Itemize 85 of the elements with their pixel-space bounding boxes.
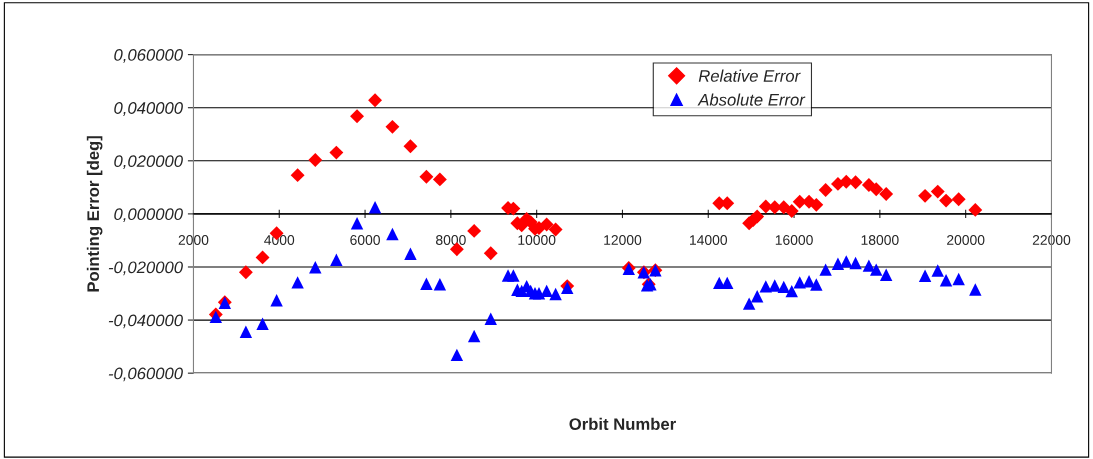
point xyxy=(968,202,983,217)
legend-label: Relative Error xyxy=(698,69,801,82)
point xyxy=(539,217,554,232)
x-tick-label: 6000 xyxy=(350,235,380,245)
point xyxy=(507,269,520,282)
point xyxy=(721,276,734,290)
point xyxy=(548,222,563,237)
point xyxy=(918,269,932,282)
x-tick-label: 10000 xyxy=(518,235,556,245)
point xyxy=(777,280,790,294)
point xyxy=(879,268,893,281)
point xyxy=(819,263,832,276)
point xyxy=(467,223,482,238)
point xyxy=(742,297,756,310)
point xyxy=(256,317,269,330)
point xyxy=(385,119,400,134)
y-axis-title: Pointing Error [deg] xyxy=(86,136,103,292)
y-tick-label: 0,000000 xyxy=(114,208,183,223)
point xyxy=(809,197,824,212)
point xyxy=(939,274,953,287)
y-tick-label: 0,040000 xyxy=(114,102,183,116)
point xyxy=(879,187,894,201)
point xyxy=(840,255,853,268)
point xyxy=(862,259,876,272)
point xyxy=(270,293,283,307)
point xyxy=(484,312,497,325)
point xyxy=(291,276,304,289)
point xyxy=(939,193,953,208)
point xyxy=(403,139,418,154)
point xyxy=(330,253,343,267)
point xyxy=(750,209,765,224)
point xyxy=(793,276,806,289)
x-tick-label: 8000 xyxy=(436,235,466,245)
point xyxy=(467,329,481,343)
point xyxy=(849,256,862,270)
point xyxy=(848,175,863,190)
x-tick-label: 16000 xyxy=(775,235,813,245)
point xyxy=(309,261,322,274)
y-tick-label: -0,020000 xyxy=(108,261,183,276)
point xyxy=(368,93,382,108)
x-axis-title: Orbit Number xyxy=(569,417,676,431)
point xyxy=(818,183,833,197)
point xyxy=(918,188,933,203)
y-tick-label: -0,040000 xyxy=(108,314,183,329)
point xyxy=(238,265,253,280)
point xyxy=(329,145,344,160)
x-tick-label: 18000 xyxy=(861,235,899,245)
point xyxy=(404,247,417,260)
point xyxy=(952,272,965,286)
point xyxy=(802,275,816,288)
point xyxy=(810,278,823,291)
point xyxy=(951,192,966,207)
point xyxy=(420,277,433,290)
point xyxy=(931,264,944,277)
point xyxy=(483,246,498,261)
point xyxy=(831,257,845,271)
point xyxy=(784,204,799,218)
x-tick-label: 20000 xyxy=(947,235,985,245)
y-tick-label: 0,020000 xyxy=(114,155,183,169)
point xyxy=(750,289,764,303)
point xyxy=(255,250,270,265)
point xyxy=(368,201,382,214)
point xyxy=(759,280,772,293)
x-tick-label: 14000 xyxy=(690,235,728,245)
y-tick-label: -0,060000 xyxy=(108,367,183,382)
legend-label: Absolute Error xyxy=(697,93,806,106)
point xyxy=(870,263,883,276)
point xyxy=(450,348,464,362)
point xyxy=(239,325,253,338)
point xyxy=(290,168,305,183)
point xyxy=(308,153,323,167)
point xyxy=(350,109,364,124)
point xyxy=(350,216,364,230)
point xyxy=(386,227,399,241)
point xyxy=(433,278,447,291)
point xyxy=(540,284,553,298)
point xyxy=(930,184,945,199)
point xyxy=(869,182,884,197)
point xyxy=(432,172,447,187)
point xyxy=(785,284,798,298)
y-tick-label: 0,060000 xyxy=(114,49,183,63)
x-tick-label: 12000 xyxy=(604,235,642,245)
point xyxy=(549,287,562,301)
point xyxy=(419,169,434,184)
point xyxy=(969,283,982,296)
